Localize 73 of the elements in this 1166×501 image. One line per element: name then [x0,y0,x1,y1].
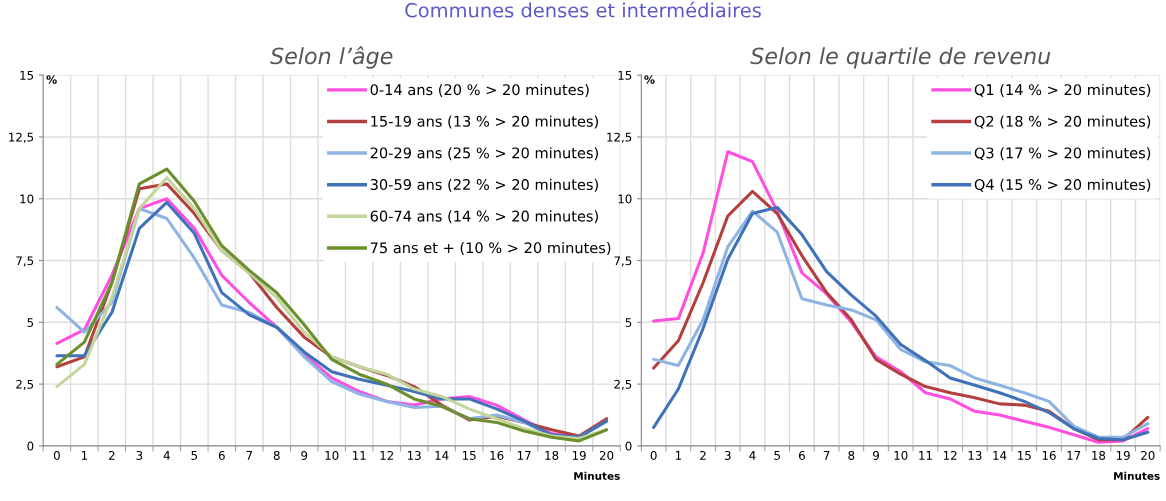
x-tick-label: 17 [517,451,531,460]
x-tick-label: 12 [380,450,394,460]
legend-label: 30-59 ans (22 % > 20 minutes) [370,178,598,192]
legend-label: Q4 (15 % > 20 minutes) [974,178,1151,192]
x-tick-label: 4 [749,451,756,460]
x-tick-label: 4 [163,451,170,460]
y-tick-label: 5 [27,318,34,327]
x-tick-label: 9 [873,450,879,460]
y-tick-label: 15 [618,71,632,80]
x-tick-label: 1 [675,451,682,460]
y-tick-label: 12,5 [9,132,34,143]
x-tick-label: 17 [1067,451,1081,460]
x-tick-label: 2 [108,450,115,460]
chart-title: Selon le quartile de revenu [750,47,1051,69]
x-tick-label: 9 [301,450,308,460]
y-tick-label: 2,5 [614,379,632,390]
x-tick-label: 13 [407,450,421,460]
x-tick-label: 5 [774,451,780,460]
x-tick-label: 2 [700,450,706,460]
x-tick-label: 6 [218,450,225,460]
y-tick-label: 0 [625,441,632,451]
x-tick-label: 14 [435,451,449,460]
y-tick-label: 10 [20,194,34,204]
legend-label: 0-14 ans (20 % > 20 minutes) [370,83,589,97]
x-tick-label: 10 [894,450,908,460]
x-tick-label: 12 [943,450,957,460]
x-tick-label: 8 [273,450,280,460]
legend-label: 60-74 ans (14 % > 20 minutes) [370,210,598,224]
legend-label: 20-29 ans (25 % > 20 minutes) [370,147,598,161]
x-tick-label: 8 [848,450,855,460]
y-tick-label: 0 [27,441,34,451]
x-tick-label: 14 [993,451,1007,460]
x-tick-label: 13 [968,450,982,460]
x-tick-label: 20 [599,450,614,460]
x-tick-label: 1 [81,451,88,460]
x-tick-label: 0 [53,450,60,460]
legend-label: Q2 (18 % > 20 minutes) [974,115,1151,129]
legend-label: 75 ans et + (10 % > 20 minutes) [370,241,611,255]
y-tick-label: 2,5 [16,379,34,390]
x-tick-label: 11 [919,451,932,460]
y-tick-label: 15 [20,71,34,80]
x-tick-label: 11 [353,451,366,460]
legend-label: Q3 (17 % > 20 minutes) [974,147,1151,161]
x-tick-label: 16 [1042,450,1056,460]
x-tick-label: 10 [325,450,339,460]
x-tick-label: 18 [1092,450,1106,460]
x-tick-label: 19 [1116,450,1130,460]
x-tick-label: 20 [1141,450,1155,460]
y-axis-title: % [46,75,57,84]
x-tick-label: 15 [1018,451,1031,460]
y-tick-label: 5 [625,318,632,327]
x-tick-label: 3 [136,450,143,460]
x-tick-label: 3 [724,450,731,460]
text: Communes denses et intermédiaires [405,1,761,18]
y-tick-label: 7,5 [614,256,632,267]
chart-title: Selon l’âge [270,46,393,69]
legend-label: 15-19 ans (13 % > 20 minutes) [371,115,598,129]
x-tick-label: 7 [823,451,830,460]
x-tick-label: 16 [490,450,504,460]
x-axis-title: Minutes [574,471,620,480]
y-tick-label: 7,5 [16,256,34,267]
y-axis-title: % [644,75,655,84]
x-tick-label: 0 [650,450,657,460]
y-tick-label: 10 [618,194,632,204]
x-tick-label: 19 [572,450,586,460]
x-tick-label: 6 [798,450,805,460]
legend-label: Q1 (14 % > 20 minutes) [974,83,1151,97]
y-tick-label: 12,5 [607,132,632,143]
x-tick-label: 18 [545,450,559,460]
x-tick-label: 7 [246,451,253,460]
x-tick-label: 5 [191,451,198,460]
x-tick-label: 15 [462,451,476,460]
x-axis-title: Minutes [1114,471,1160,480]
